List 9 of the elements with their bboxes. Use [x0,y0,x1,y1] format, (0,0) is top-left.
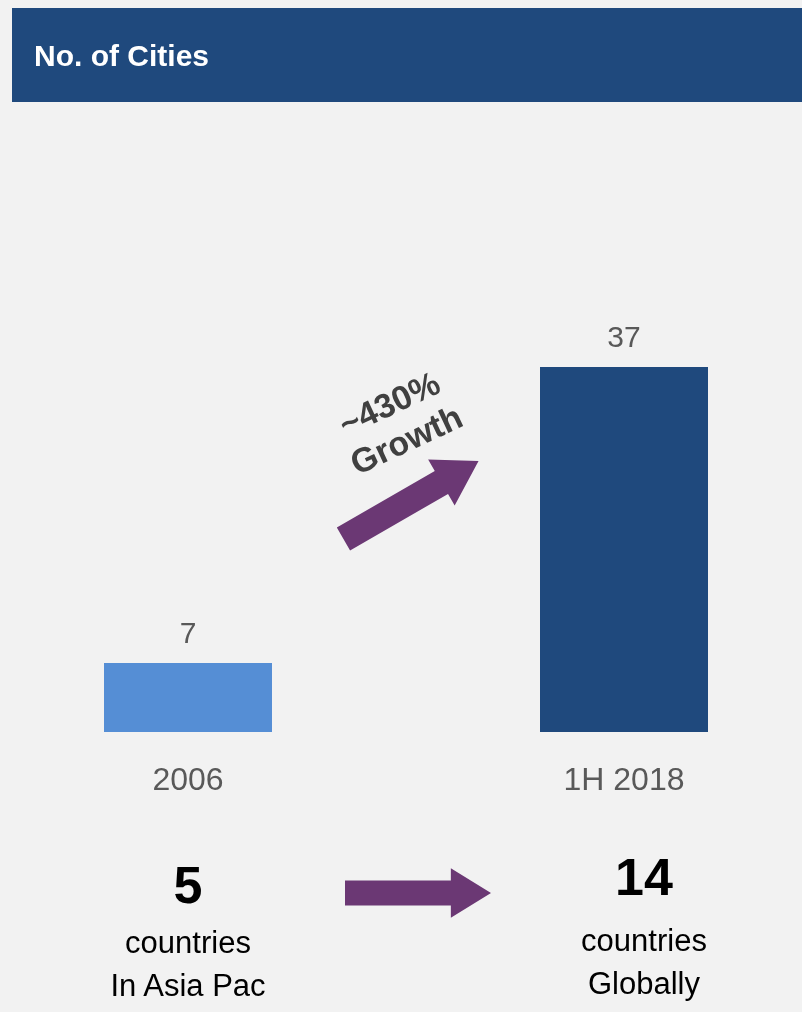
data-label: 37 [607,320,641,353]
data-label: 7 [179,615,197,649]
text: countries Globally [581,923,707,1001]
x-tick-label: 1H 2018 [563,761,685,797]
x-tick-label: 2006 [152,761,224,797]
text: countries In Asia Pac [110,925,266,1003]
text: 5 [173,856,203,914]
chart-title: No. of Cities [34,39,210,72]
text: 14 [615,848,673,906]
